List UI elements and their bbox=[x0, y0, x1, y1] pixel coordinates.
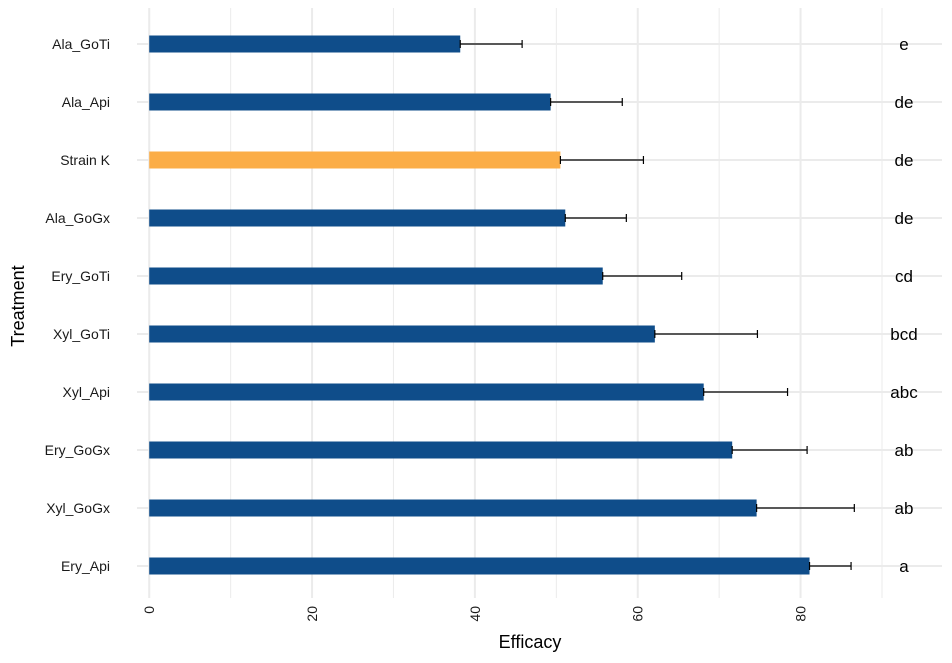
significance-letter: e bbox=[899, 35, 908, 54]
y-tick-label: Ery_Api bbox=[61, 558, 110, 574]
x-tick-label: 60 bbox=[630, 606, 646, 622]
significance-letter: ab bbox=[895, 441, 914, 460]
x-tick-label: 80 bbox=[793, 606, 809, 622]
x-tick-label: 40 bbox=[467, 606, 483, 622]
significance-letter: de bbox=[895, 93, 914, 112]
y-tick-label: Xyl_GoGx bbox=[46, 500, 110, 516]
significance-letters: e de de de cd bcd abc ab ab a bbox=[890, 35, 918, 576]
significance-letter: a bbox=[899, 557, 909, 576]
bar bbox=[149, 557, 810, 575]
bars bbox=[149, 35, 810, 575]
bar bbox=[149, 267, 603, 285]
significance-letter: ab bbox=[895, 499, 914, 518]
bar bbox=[149, 151, 561, 169]
y-tick-label: Ala_GoGx bbox=[45, 210, 110, 226]
x-tick-labels: 0 20 40 60 80 bbox=[141, 606, 808, 622]
significance-letter: de bbox=[895, 151, 914, 170]
significance-letter: bcd bbox=[890, 325, 917, 344]
x-tick-label: 0 bbox=[141, 606, 157, 614]
bar bbox=[149, 93, 551, 111]
bar bbox=[149, 383, 704, 401]
bar bbox=[149, 441, 733, 459]
y-tick-labels: Ala_GoTi Ala_Api Strain K Ala_GoGx Ery_GoTi X… bbox=[45, 36, 111, 574]
x-tick-label: 20 bbox=[304, 606, 320, 622]
y-tick-label: Xyl_GoTi bbox=[53, 326, 110, 342]
significance-letter: cd bbox=[895, 267, 913, 286]
x-axis-title: Efficacy bbox=[499, 632, 562, 652]
y-axis-title: Treatment bbox=[8, 265, 28, 346]
y-tick-label: Ery_GoTi bbox=[51, 268, 110, 284]
y-tick-label: Ala_Api bbox=[62, 94, 110, 110]
y-tick-label: Ala_GoTi bbox=[52, 36, 110, 52]
y-tick-label: Strain K bbox=[60, 152, 110, 168]
bar bbox=[149, 325, 655, 343]
significance-letter: abc bbox=[890, 383, 918, 402]
y-tick-label: Xyl_Api bbox=[63, 384, 110, 400]
y-tick-label: Ery_GoGx bbox=[45, 442, 110, 458]
bar bbox=[149, 35, 461, 53]
bar bbox=[149, 209, 566, 227]
error-bars bbox=[459, 40, 855, 570]
bar bbox=[149, 499, 757, 517]
significance-letter: de bbox=[895, 209, 914, 228]
